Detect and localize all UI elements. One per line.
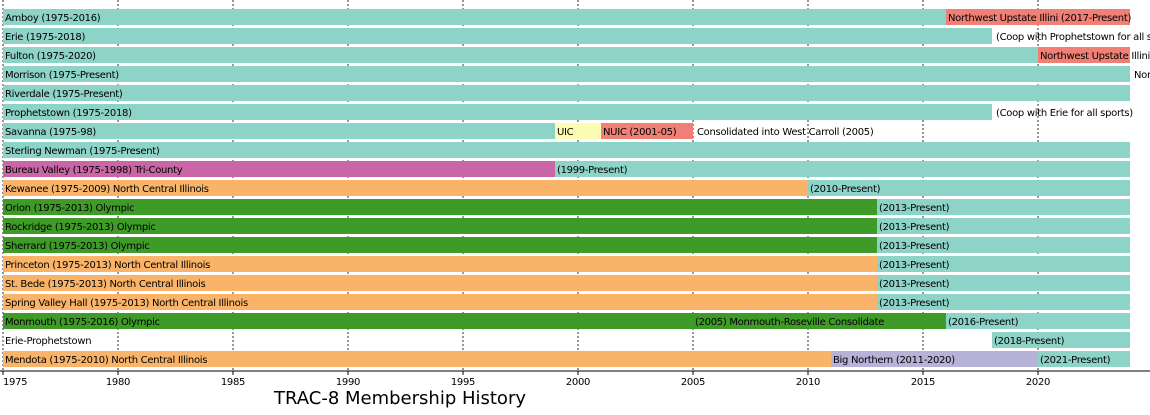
segment-label: (2013-Present) — [879, 203, 950, 214]
bar-segment — [831, 351, 1038, 367]
segment-label: UIC — [557, 127, 574, 138]
segment-label: Spring Valley Hall (1975-2013) North Cen… — [5, 298, 248, 309]
segment-label: (2005) Monmouth-Roseville Consolidate — [695, 317, 884, 328]
bar-segment — [3, 9, 946, 25]
segment-label: (2013-Present) — [879, 298, 950, 309]
bar-segment — [3, 161, 555, 177]
bars: Amboy (1975-2016) Northwest Upstate Illin… — [3, 9, 1150, 367]
segment-label: (1999-Present) — [557, 165, 628, 176]
bar-segment — [3, 199, 877, 215]
bar-segment — [3, 142, 1130, 158]
segment-label: Erie-Prophetstown — [5, 336, 91, 347]
segment-label: (2013-Present) — [879, 222, 950, 233]
bar-segment — [3, 66, 1130, 82]
segment-label: Riverdale (1975-Present) — [5, 89, 123, 100]
row-note: (Coop with Prophetstown for all sp — [996, 32, 1150, 43]
bar-segment — [877, 237, 1130, 253]
bar-segment — [946, 9, 1130, 25]
segment-label: (2013-Present) — [879, 279, 950, 290]
segment-label: Kewanee (1975-2009) North Central Illino… — [5, 184, 209, 195]
segment-label: Savanna (1975-98) — [5, 127, 96, 138]
bar-segment — [1038, 47, 1130, 63]
bar-segment — [808, 180, 1130, 196]
segment-label: Princeton (1975-2013) North Central Illi… — [5, 260, 210, 271]
bar-segment — [3, 28, 992, 44]
bar-segment — [3, 218, 877, 234]
bar-segment — [693, 313, 946, 329]
segment-label: Big Northern (2011-2020) — [833, 355, 955, 366]
segment-label: Sterling Newman (1975-Present) — [5, 146, 160, 157]
chart-title: TRAC-8 Membership History — [273, 388, 526, 409]
segment-label: Mendota (1975-2010) North Central Illino… — [5, 355, 207, 366]
bar-segment — [3, 275, 877, 291]
x-tick-label: 2000 — [566, 377, 590, 388]
row-note: (Coop with Erie for all sports) — [996, 108, 1133, 119]
segment-label: St. Bede (1975-2013) North Central Illin… — [5, 279, 205, 290]
x-tick-label: 2010 — [796, 377, 820, 388]
segment-label: Rockridge (1975-2013) Olympic — [5, 222, 156, 233]
segment-label: NUIC (2001-05) — [603, 127, 677, 138]
bar-segment — [3, 47, 1038, 63]
bar-segment — [3, 237, 877, 253]
segment-label: (2013-Present) — [879, 260, 950, 271]
segment-label: (2021-Present) — [1040, 355, 1111, 366]
x-tick-label: 1980 — [106, 377, 130, 388]
bar-segment — [877, 275, 1130, 291]
segment-label: Northwest Upstate Illini (2017-Present) — [948, 13, 1131, 24]
segment-label: Monmouth (1975-2016) Olympic — [5, 317, 160, 328]
x-tick-label: 1995 — [451, 377, 475, 388]
bar-segment — [3, 351, 831, 367]
segment-label: (2018-Present) — [994, 336, 1065, 347]
bar-segment — [3, 294, 877, 310]
x-tick-label: 2020 — [1026, 377, 1050, 388]
x-tick-label: 1990 — [336, 377, 360, 388]
x-tick-label: 2005 — [681, 377, 705, 388]
bar-segment — [3, 313, 693, 329]
bar-segment — [877, 294, 1130, 310]
segment-label: (2013-Present) — [879, 241, 950, 252]
bar-segment — [3, 123, 555, 139]
segment-label: (2016-Present) — [948, 317, 1019, 328]
bar-segment — [555, 161, 1130, 177]
row-note: Consolidated into West Carroll (2005) — [697, 127, 874, 138]
segment-label: Northwest Upstate Illini — [1040, 51, 1150, 62]
bar-segment — [601, 123, 693, 139]
bar-segment — [3, 180, 808, 196]
bar-segment — [1038, 351, 1130, 367]
segment-label: Amboy (1975-2016) — [5, 13, 101, 24]
x-tick-label: 2015 — [911, 377, 935, 388]
bar-segment — [992, 332, 1130, 348]
bar-segment — [3, 104, 992, 120]
bar-segment — [946, 313, 1130, 329]
segment-label: Sherrard (1975-2013) Olympic — [5, 241, 150, 252]
bar-segment — [877, 218, 1130, 234]
bar-segment — [555, 123, 601, 139]
segment-label: Bureau Valley (1975-1998) Tri-County — [5, 165, 183, 176]
x-tick-label: 1985 — [221, 377, 245, 388]
segment-label: (2010-Present) — [810, 184, 881, 195]
segment-label: Orion (1975-2013) Olympic — [5, 203, 134, 214]
bar-segment — [877, 199, 1130, 215]
segment-label: Erie (1975-2018) — [5, 32, 85, 43]
row-note: Nor — [1134, 70, 1150, 81]
segment-label: Fulton (1975-2020) — [5, 51, 96, 62]
x-tick-label: 1975 — [3, 377, 27, 388]
bar-segment — [3, 85, 1130, 101]
segment-label: Prophetstown (1975-2018) — [5, 108, 132, 119]
bar-segment — [3, 256, 877, 272]
segment-label: Morrison (1975-Present) — [5, 70, 119, 81]
bar-segment — [877, 256, 1130, 272]
